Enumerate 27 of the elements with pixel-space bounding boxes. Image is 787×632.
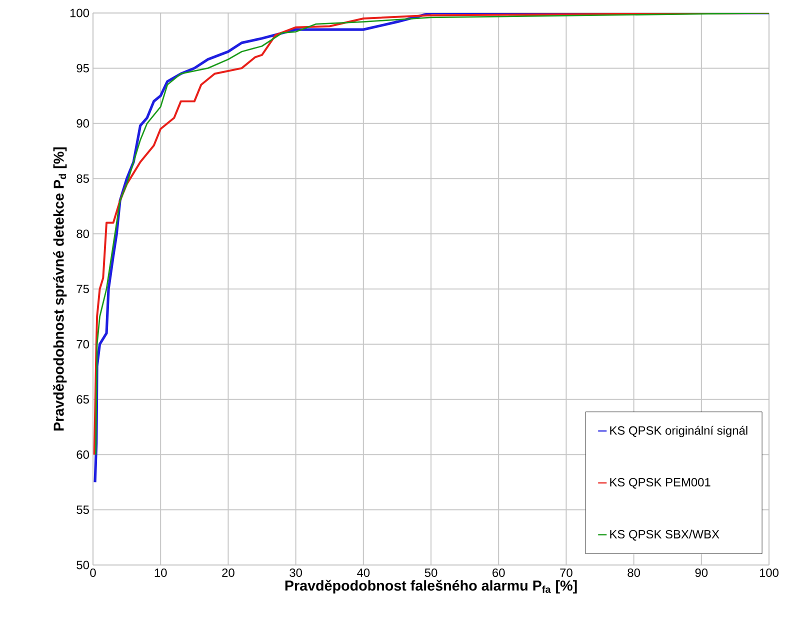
y-tick-label: 85 [76, 174, 89, 183]
legend-label: KS QPSK SBX/WBX [610, 530, 720, 541]
y-tick-label: 60 [76, 450, 90, 459]
y-tick-label: 55 [76, 506, 89, 514]
x-tick-label: 50 [424, 568, 438, 577]
x-tick-label: 60 [492, 568, 505, 577]
y-tick-label: 80 [76, 230, 90, 238]
x-tick-label: 0 [90, 568, 96, 577]
y-tick-label: 75 [76, 284, 89, 294]
y-tick-label: 65 [76, 395, 89, 404]
y-axis-title: Pravděpodobnost správné detekce P$_{d}$ [%] [52, 147, 67, 430]
y-tick-label: 100 [70, 8, 90, 18]
x-tick-label: 10 [154, 568, 167, 577]
legend-label: KS QPSK originální signál [610, 426, 748, 438]
x-axis-title: Pravděpodobnost falešného alarmu P$_{fa}$ [%] [285, 580, 577, 594]
x-tick-label: 90 [695, 568, 708, 577]
y-tick-label: 70 [76, 340, 90, 348]
x-tick-label: 20 [222, 568, 234, 577]
y-tick-label: 50 [76, 560, 90, 570]
x-tick-label: 100 [760, 568, 779, 577]
legend-label: KS QPSK PEM001 [610, 478, 710, 489]
y-tick-label: 90 [76, 119, 90, 128]
x-tick-label: 30 [290, 568, 302, 577]
x-tick-label: 40 [357, 568, 370, 577]
y-tick-label: 95 [76, 64, 89, 72]
x-tick-label: 70 [560, 568, 572, 577]
x-tick-label: 80 [628, 568, 640, 577]
